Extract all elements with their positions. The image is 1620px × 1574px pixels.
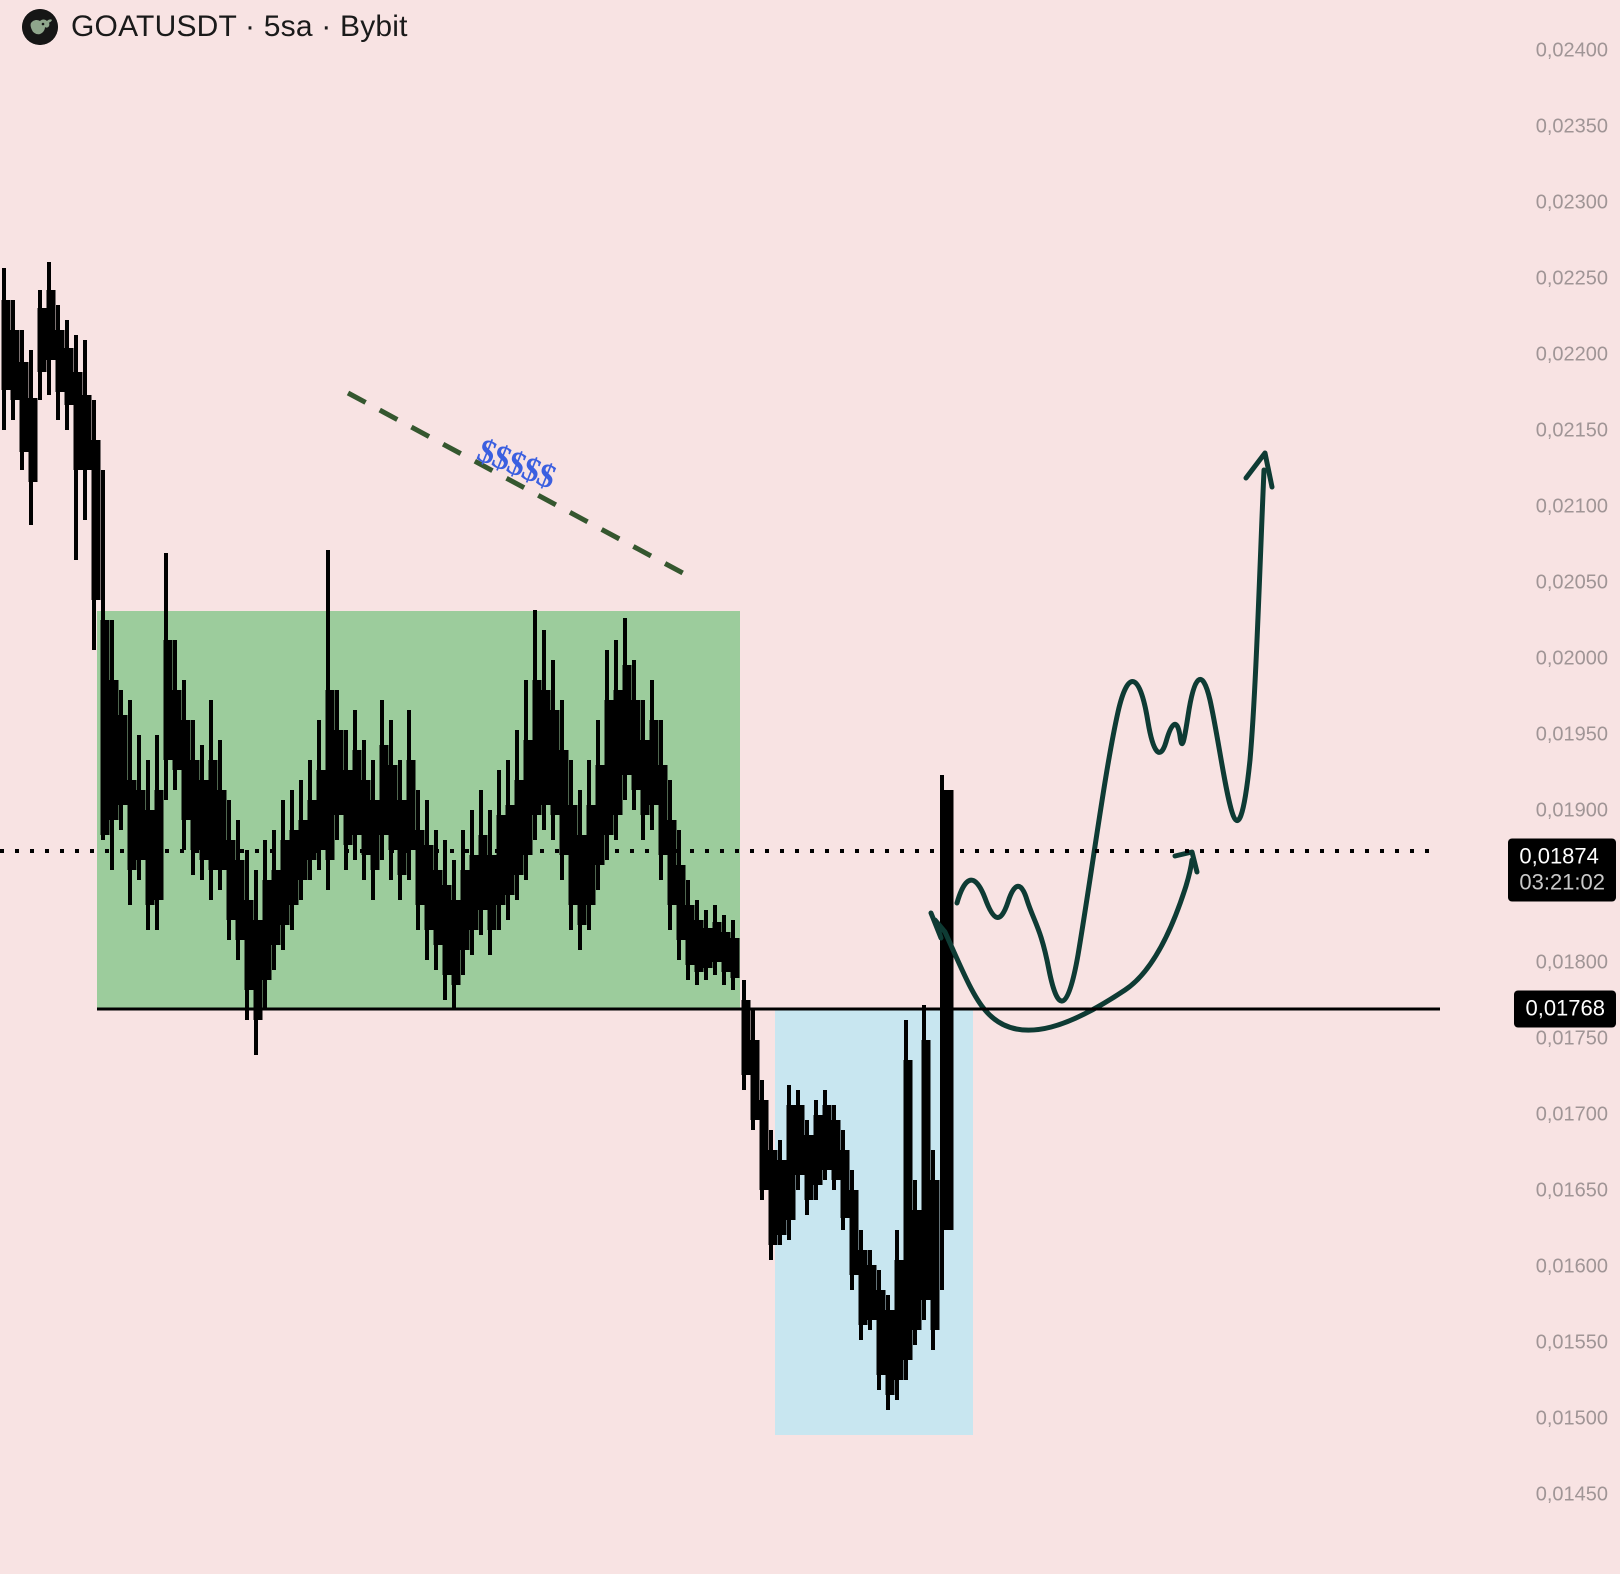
rounded-bottom-arrowhead-icon bbox=[1172, 849, 1200, 875]
price-tick: 0,02050 bbox=[1535, 571, 1608, 594]
price-tick: 0,02200 bbox=[1535, 343, 1608, 366]
symbol-title: GOATUSDT · 5sa · Bybit bbox=[71, 10, 408, 43]
price-tick: 0,02150 bbox=[1535, 419, 1608, 442]
price-tick: 0,02400 bbox=[1535, 39, 1608, 62]
price-tick: 0,01800 bbox=[1535, 951, 1608, 974]
price-tick: 0,01600 bbox=[1535, 1255, 1608, 1278]
candlestick-series bbox=[1, 262, 954, 1410]
price-tick: 0,01450 bbox=[1535, 1483, 1608, 1506]
rounded-bottom-projection-arrow bbox=[928, 857, 1195, 1033]
chart-plot-area[interactable]: $$$$$ bbox=[0, 0, 1440, 1574]
price-tick: 0,01500 bbox=[1535, 1407, 1608, 1430]
zigzag-arrowhead-icon bbox=[1243, 450, 1275, 490]
level-price-value: 0,01768 bbox=[1525, 995, 1605, 1021]
price-scale-axis[interactable]: 0,02400 0,02350 0,02300 0,02250 0,02200 … bbox=[1440, 0, 1620, 1574]
price-tick: 0,01650 bbox=[1535, 1179, 1608, 1202]
price-tick: 0,01700 bbox=[1535, 1103, 1608, 1126]
current-price-value: 0,01874 bbox=[1519, 843, 1599, 869]
price-tick: 0,02250 bbox=[1535, 267, 1608, 290]
symbol-header[interactable]: GOATUSDT · 5sa · Bybit bbox=[22, 9, 408, 45]
price-tick: 0,02350 bbox=[1535, 115, 1608, 138]
level-price-badge[interactable]: 0,01768 bbox=[1514, 990, 1616, 1028]
descending-trendline bbox=[346, 390, 694, 581]
price-tick: 0,02300 bbox=[1535, 191, 1608, 214]
goat-logo-icon bbox=[22, 9, 58, 45]
price-tick: 0,01550 bbox=[1535, 1331, 1608, 1354]
zigzag-projection-arrow bbox=[954, 467, 1267, 1004]
current-price-badge[interactable]: 0,01874 03:21:02 bbox=[1508, 838, 1616, 902]
price-tick: 0,01950 bbox=[1535, 723, 1608, 746]
price-tick: 0,02100 bbox=[1535, 495, 1608, 518]
current-price-countdown: 03:21:02 bbox=[1519, 869, 1605, 895]
price-chart-svg bbox=[0, 262, 1440, 1435]
price-tick: 0,01750 bbox=[1535, 1027, 1608, 1050]
price-tick: 0,02000 bbox=[1535, 647, 1608, 670]
price-tick: 0,01900 bbox=[1535, 799, 1608, 822]
